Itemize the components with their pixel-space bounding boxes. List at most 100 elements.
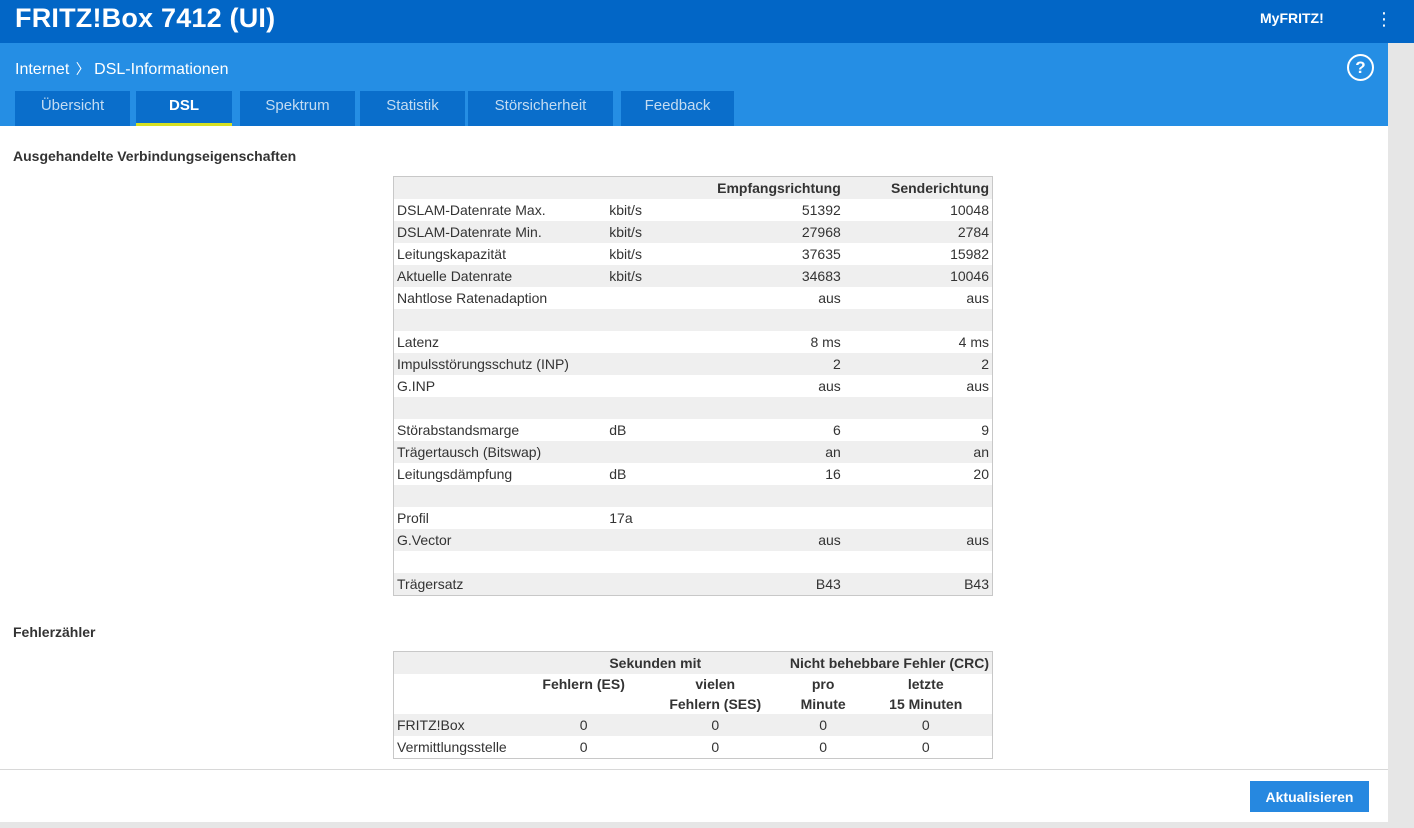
breadcrumb: Internet 〉 DSL-Informationen [15,59,228,79]
row-unit: kbit/s [606,199,704,221]
per-minute-value: 0 [786,736,860,759]
table-row: DSLAM-Datenrate Max. kbit/s 51392 10048 [393,199,993,221]
row-unit: 17a [606,507,704,529]
last15-header-line2: 15 Minuten [889,696,963,712]
row-receive-value [703,507,844,529]
row-unit [606,287,704,309]
row-unit [606,573,704,596]
row-send-value [843,485,993,507]
row-label: G.Vector [393,529,607,551]
row-unit: kbit/s [606,243,704,265]
table-row: Aktuelle Datenrate kbit/s 34683 10046 [393,265,993,287]
row-unit [606,441,704,463]
row-receive-value [703,309,844,331]
kebab-menu-icon[interactable]: ⋮ [1375,9,1393,29]
table-row: Profil 17a [393,507,993,529]
breadcrumb-parent[interactable]: Internet [15,61,70,78]
row-send-value: aus [843,375,993,397]
last15-header: letzte 15 Minuten [859,674,993,714]
row-send-value: 2784 [843,221,993,243]
table-row [393,397,993,419]
receive-header: Empfangsrichtung [703,176,844,199]
row-label: Leitungsdämpfung [393,463,607,485]
row-receive-value [703,397,844,419]
row-send-value: 10046 [843,265,993,287]
row-label: Vermittlungsstelle [393,736,524,759]
per-minute-header-line1: pro [811,676,835,692]
row-receive-value: aus [703,529,844,551]
ses-header-line2: Fehlern (SES) [669,696,762,712]
row-send-value: aus [843,529,993,551]
row-label: Impulsstörungsschutz (INP) [393,353,607,375]
es-value: 0 [523,714,644,736]
table-row: FRITZ!Box 0 0 0 0 [393,714,993,736]
row-receive-value: 34683 [703,265,844,287]
row-send-value: 15982 [843,243,993,265]
row-label [393,309,607,331]
ses-header-line1: vielen [695,676,736,692]
table-row: Latenz 8 ms 4 ms [393,331,993,353]
es-header: Fehlern (ES) [523,674,644,714]
help-icon[interactable]: ? [1347,54,1374,81]
table-row [393,551,993,573]
table-row: Nahtlose Ratenadaption aus aus [393,287,993,309]
connection-table-body: Empfangsrichtung Senderichtung DSLAM-Dat… [393,176,993,596]
send-header: Senderichtung [843,176,993,199]
row-send-value: 9 [843,419,993,441]
row-send-value: B43 [843,573,993,596]
row-send-value: 4 ms [843,331,993,353]
last15-value: 0 [859,714,993,736]
row-send-value: 10048 [843,199,993,221]
error-group-header-row: Sekunden mit Nicht behebbare Fehler (CRC… [393,651,993,674]
row-label: Trägersatz [393,573,607,596]
myfritz-link[interactable]: MyFRITZ! [1260,10,1324,26]
breadcrumb-separator-icon: 〉 [75,61,90,77]
tab-stoersicherheit[interactable]: Störsicherheit [468,91,613,126]
crc-header: Nicht behebbare Fehler (CRC) [786,651,993,674]
row-unit: dB [606,419,704,441]
last15-header-line1: letzte [907,676,944,692]
row-receive-value: 6 [703,419,844,441]
table-row: Leitungskapazität kbit/s 37635 15982 [393,243,993,265]
app-title: FRITZ!Box 7412 (UI) [15,3,276,33]
row-receive-value: 8 ms [703,331,844,353]
row-receive-value: 2 [703,353,844,375]
es-value: 0 [523,736,644,759]
row-label: DSLAM-Datenrate Min. [393,221,607,243]
row-send-value [843,507,993,529]
row-receive-value: 27968 [703,221,844,243]
tab-uebersicht[interactable]: Übersicht [15,91,130,126]
connection-header-row: Empfangsrichtung Senderichtung [393,176,993,199]
last15-value: 0 [859,736,993,759]
tab-feedback[interactable]: Feedback [621,91,734,126]
row-receive-value: 16 [703,463,844,485]
table-row: G.INP aus aus [393,375,993,397]
error-table-body: Sekunden mit Nicht behebbare Fehler (CRC… [393,651,993,759]
row-unit: kbit/s [606,265,704,287]
ses-value: 0 [643,714,787,736]
row-label: Profil [393,507,607,529]
table-row [393,485,993,507]
tab-statistik[interactable]: Statistik [360,91,465,126]
row-send-value [843,309,993,331]
row-unit [606,397,704,419]
tab-dsl[interactable]: DSL [136,91,232,126]
table-row [393,309,993,331]
row-receive-value [703,551,844,573]
row-receive-value [703,485,844,507]
tab-spektrum[interactable]: Spektrum [240,91,355,126]
refresh-button[interactable]: Aktualisieren [1250,781,1369,812]
row-send-value [843,397,993,419]
row-unit [606,485,704,507]
per-minute-header-line2: Minute [800,696,846,712]
table-row: Störabstandsmarge dB 6 9 [393,419,993,441]
row-label: Trägertausch (Bitswap) [393,441,607,463]
ses-value: 0 [643,736,787,759]
row-label [393,397,607,419]
table-row: DSLAM-Datenrate Min. kbit/s 27968 2784 [393,221,993,243]
errors-section-title: Fehlerzähler [13,624,96,640]
row-send-value: an [843,441,993,463]
row-label: Leitungskapazität [393,243,607,265]
connection-section-title: Ausgehandelte Verbindungseigenschaften [13,148,297,164]
per-minute-header: pro Minute [786,674,860,714]
